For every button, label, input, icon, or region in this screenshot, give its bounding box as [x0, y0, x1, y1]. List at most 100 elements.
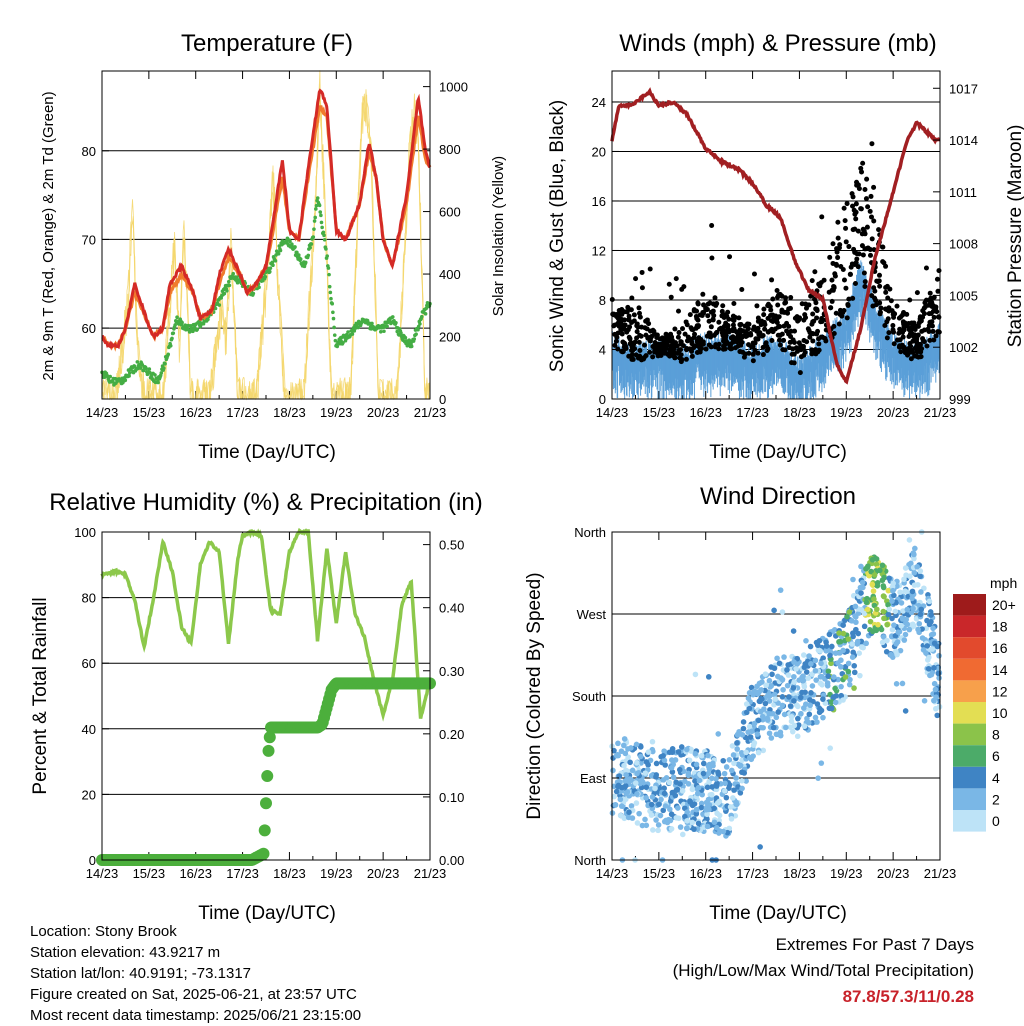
gust-point: [810, 331, 816, 337]
gust-point: [634, 335, 640, 341]
direction-point: [824, 680, 831, 686]
gust-point: [860, 252, 866, 258]
direction-point: [764, 717, 771, 723]
plot-border: [101, 531, 431, 861]
y-tick-label: 100: [74, 525, 96, 540]
direction-point: [921, 585, 927, 592]
direction-point: [771, 665, 778, 672]
dewpoint-point: [263, 275, 268, 279]
gust-point: [614, 334, 620, 340]
direction-point: [634, 791, 640, 797]
humidity-title: Relative Humidity (%) & Precipitation (i…: [49, 489, 482, 516]
dewpoint-point: [312, 227, 316, 231]
direction-point: [889, 615, 895, 622]
gust-point: [768, 307, 774, 313]
gust-point: [720, 303, 726, 309]
gust-point: [782, 347, 788, 353]
direction-point: [899, 680, 906, 687]
direction-point: [784, 682, 791, 689]
gust-point: [727, 254, 733, 260]
dewpoint-point: [141, 368, 146, 373]
gust-point: [812, 347, 818, 353]
direction-point: [734, 732, 741, 738]
gust-point: [868, 214, 874, 220]
direction-point: [934, 712, 941, 719]
gust-point: [678, 339, 684, 345]
gust-point: [889, 308, 895, 314]
gust-point: [784, 320, 790, 326]
direction-point: [716, 817, 723, 824]
dewpoint-point: [390, 315, 395, 319]
dewpoint-point: [217, 303, 222, 307]
colorbar-swatch: [953, 788, 986, 810]
direction-point: [728, 816, 735, 822]
gust-point: [662, 349, 668, 355]
dewpoint-point: [322, 237, 327, 242]
gust-point: [813, 351, 819, 357]
gust-point: [639, 285, 645, 291]
direction-point: [906, 626, 913, 633]
direction-point: [684, 825, 690, 831]
temperature-y2label: Solar Insolation (Yellow): [490, 156, 507, 316]
y2-tick-label: 1005: [949, 288, 978, 303]
gust-point: [755, 315, 761, 321]
direction-point: [900, 608, 906, 614]
dewpoint-point: [270, 260, 275, 265]
direction-point: [734, 746, 740, 752]
dewpoint-point: [335, 344, 340, 349]
gust-point: [629, 295, 635, 301]
direction-point: [723, 794, 730, 801]
direction-point: [713, 775, 719, 782]
gust-point: [710, 316, 716, 322]
direction-point: [881, 593, 887, 600]
gust-point: [680, 326, 686, 332]
gust-point: [707, 330, 713, 336]
gust-point: [753, 336, 759, 342]
direction-point: [855, 630, 862, 637]
gust-point: [797, 370, 803, 376]
latlon-text: Station lat/lon: 40.9191; -73.1317: [30, 965, 252, 982]
dewpoint-point: [414, 332, 418, 336]
direction-point: [845, 660, 852, 667]
gust-point: [638, 333, 644, 339]
direction-point: [675, 749, 682, 755]
direction-point: [784, 667, 790, 673]
direction-point: [822, 700, 829, 706]
gust-point: [788, 333, 794, 339]
gust-point: [745, 326, 751, 332]
gust-point: [831, 331, 837, 337]
direction-point: [924, 643, 931, 649]
gust-point: [629, 356, 635, 362]
x-tick-label: 20/23: [367, 866, 400, 881]
direction-point: [726, 756, 733, 763]
direction-point: [889, 626, 896, 633]
direction-point: [918, 606, 925, 613]
gust-point: [849, 191, 855, 197]
direction-point: [911, 569, 918, 576]
gust-point: [639, 324, 645, 330]
direction-point: [832, 650, 839, 656]
y-tick-label: 80: [82, 591, 96, 606]
x-tick-label: 17/23: [226, 405, 259, 420]
dewpoint-point: [332, 333, 337, 337]
direction-point: [655, 822, 662, 828]
direction-point: [813, 677, 820, 683]
direction-point: [648, 801, 655, 808]
direction-point: [779, 609, 786, 615]
gust-point: [629, 344, 635, 350]
gust-point: [864, 224, 870, 230]
direction-point: [785, 672, 792, 678]
direction-point: [871, 572, 878, 578]
direction-point: [731, 787, 737, 793]
direction-point: [890, 587, 896, 594]
gust-point: [683, 319, 689, 325]
dewpoint-point: [271, 263, 275, 267]
dewpoint-point: [306, 253, 311, 258]
x-tick-label: 16/23: [689, 405, 722, 420]
direction-point: [863, 599, 870, 606]
gust-point: [708, 309, 714, 315]
gust-point: [868, 193, 874, 199]
gust-point: [804, 339, 810, 345]
dewpoint-point: [148, 370, 152, 375]
direction-point: [728, 767, 735, 774]
